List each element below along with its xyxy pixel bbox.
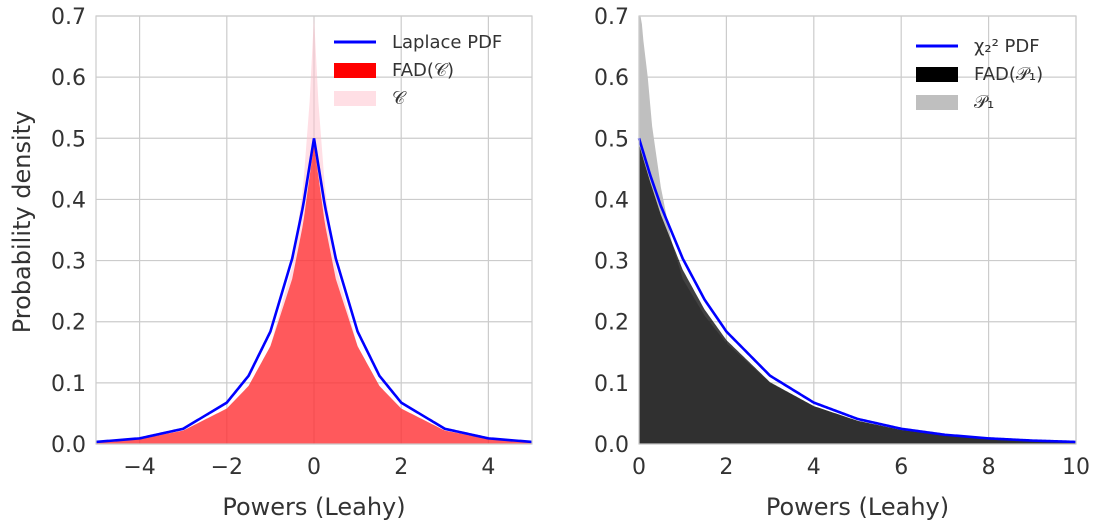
legend-swatch-patch xyxy=(916,67,958,82)
plot-frame xyxy=(95,15,533,445)
x-tick-label: 10 xyxy=(1062,455,1090,480)
x-tick-label: 2 xyxy=(719,455,733,480)
x-tick-label: 0 xyxy=(307,455,321,480)
x-tick-label: 6 xyxy=(894,455,908,480)
legend-label: χ₂² PDF xyxy=(974,36,1040,57)
legend-swatch-patch xyxy=(916,95,958,110)
y-tick-label: 0.7 xyxy=(594,5,629,30)
legend-label: 𝒞 xyxy=(392,88,407,109)
legend-swatch-patch xyxy=(334,63,376,78)
legend-label: FAD(𝒫₁) xyxy=(974,64,1043,85)
x-axis-title: Powers (Leahy) xyxy=(222,493,405,521)
x-tick-label: 8 xyxy=(982,455,996,480)
series-line-1 xyxy=(637,137,1077,444)
legend-label: 𝒫₁ xyxy=(974,92,994,113)
y-tick-label: 0.1 xyxy=(51,372,86,397)
y-tick-label: 0.4 xyxy=(594,188,629,213)
y-tick-label: 0.5 xyxy=(594,127,629,152)
y-tick-label: 0.6 xyxy=(51,66,86,91)
legend-label: Laplace PDF xyxy=(392,32,502,53)
x-tick-label: 0 xyxy=(632,455,646,480)
chart-panel-2: 0 2 4 6 8 10 0.0 0.1 0.2 0.3 0.4 0.5 0.6 0.7 Powers (L… xyxy=(594,5,1090,521)
y-tick-label: 0.2 xyxy=(594,311,629,336)
legend: Laplace PDF FAD(𝒞) 𝒞 xyxy=(334,32,502,109)
y-tick-label: 0.6 xyxy=(594,66,629,91)
x-tick-label: −2 xyxy=(211,455,243,480)
y-axis-title: Probability density xyxy=(8,111,36,334)
y-tick-label: 0.3 xyxy=(594,250,629,275)
x-tick-label: 4 xyxy=(807,455,821,480)
y-tick-label: 0.5 xyxy=(51,127,86,152)
y-tick-label: 0.3 xyxy=(51,250,86,275)
y-tick-label: 0.0 xyxy=(594,433,629,458)
y-tick-label: 0.2 xyxy=(51,311,86,336)
x-axis-title: Powers (Leahy) xyxy=(766,493,949,521)
x-tick-label: 4 xyxy=(481,455,495,480)
series-area-2 xyxy=(639,144,1076,444)
x-tick-label: 2 xyxy=(394,455,408,480)
legend-swatch-patch xyxy=(334,91,376,106)
y-tick-label: 0.7 xyxy=(51,5,86,30)
chart-panel-1: −4 −2 0 2 4 0.0 0.1 0.2 0.3 0.4 0.5 0.6 0.7 Powers (L… xyxy=(8,5,533,521)
series-line-1 xyxy=(95,138,533,444)
y-tick-label: 0.1 xyxy=(594,372,629,397)
x-tick-label: −4 xyxy=(123,455,155,480)
y-tick-label: 0.4 xyxy=(51,188,86,213)
series-area-2 xyxy=(96,144,532,444)
legend: χ₂² PDF FAD(𝒫₁) 𝒫₁ xyxy=(916,36,1043,113)
plot-frame xyxy=(638,15,1077,445)
y-tick-label: 0.0 xyxy=(51,433,86,458)
legend-label: FAD(𝒞) xyxy=(392,60,454,81)
